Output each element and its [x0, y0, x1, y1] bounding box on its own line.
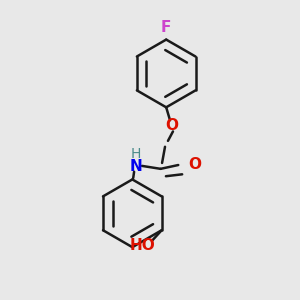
Text: O: O: [165, 118, 178, 133]
Text: N: N: [129, 159, 142, 174]
Text: O: O: [188, 157, 201, 172]
Text: H: H: [131, 147, 141, 161]
Text: F: F: [161, 20, 171, 35]
Text: HO: HO: [130, 238, 155, 253]
